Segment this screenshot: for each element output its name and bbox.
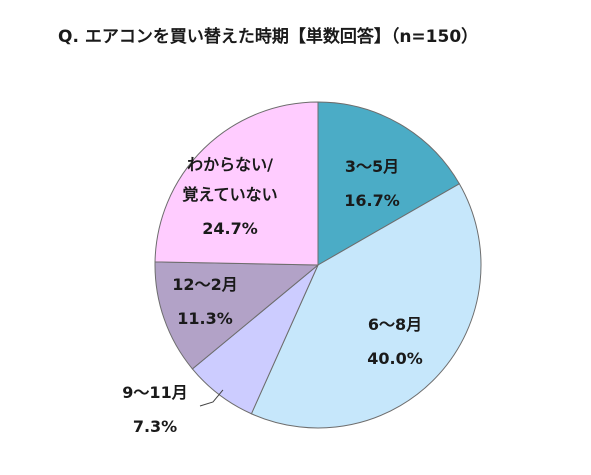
slice-label-mar-may: 3～5月 [345, 157, 399, 176]
slice-value-sep-nov: 7.3% [133, 417, 177, 436]
pie-slice-jun-aug [250, 183, 482, 429]
slice-value-dec-feb: 11.3% [177, 309, 233, 328]
slice-value-jun-aug: 40.0% [367, 349, 423, 368]
slice-value-mar-may: 16.7% [344, 191, 400, 210]
slice-value-unknown: 24.7% [202, 219, 258, 238]
pie-slice-unknown [154, 101, 319, 266]
pie-slices [154, 101, 482, 429]
slice-labels: 3～5月 16.7% 6～8月 40.0% 9～11月 7.3% 12～2月 11.3% わから… [122, 155, 422, 436]
leader-lines [199, 389, 224, 407]
slice-label-jun-aug: 6～8月 [368, 315, 422, 334]
pie-slice-dec-feb [154, 261, 320, 370]
slice-label-unknown-line1: わからない/ [187, 155, 273, 174]
slice-label-unknown-line2: 覚えていない [182, 185, 277, 204]
slice-label-dec-feb: 12～2月 [172, 275, 237, 294]
pie-slice-mar-may [317, 101, 461, 266]
chart-title: Q. エアコンを買い替えた時期【単数回答】（n=150） [58, 27, 479, 47]
slice-label-sep-nov: 9～11月 [122, 383, 187, 402]
leader-line-sep-nov [199, 389, 224, 407]
